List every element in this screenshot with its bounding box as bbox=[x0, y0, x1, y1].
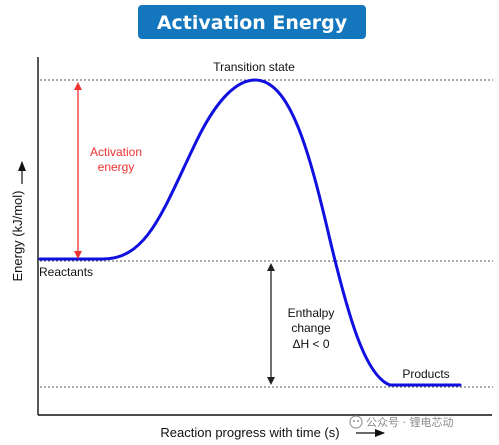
activation-energy-label-line1: Activation bbox=[90, 145, 142, 159]
x-axis-label: Reaction progress with time (s) bbox=[160, 425, 339, 440]
transition-state-label: Transition state bbox=[213, 60, 295, 74]
y-axis-label: Energy (kJ/mol) bbox=[10, 190, 25, 281]
products-label: Products bbox=[402, 367, 449, 381]
y-axis-label-group: Energy (kJ/mol) bbox=[10, 190, 25, 281]
enthalpy-label-line2: change bbox=[291, 321, 331, 335]
wechat-icon bbox=[349, 415, 363, 429]
energy-curve bbox=[38, 78, 462, 387]
title-background bbox=[138, 5, 366, 39]
enthalpy-label-line3: ΔH < 0 bbox=[292, 337, 329, 351]
enthalpy-label-line1: Enthalpy bbox=[288, 306, 335, 320]
watermark: 公众号 · 锂电芯动 bbox=[349, 415, 454, 429]
reactants-label: Reactants bbox=[39, 265, 93, 279]
title-banner: Activation Energy bbox=[138, 5, 366, 39]
wechat-icon-eye-right bbox=[357, 420, 359, 422]
watermark-text: 公众号 · 锂电芯动 bbox=[366, 415, 454, 429]
diagram-title: Activation Energy bbox=[157, 12, 348, 34]
wechat-icon-eye-left bbox=[353, 420, 355, 422]
activation-energy-label-line2: energy bbox=[98, 160, 135, 174]
